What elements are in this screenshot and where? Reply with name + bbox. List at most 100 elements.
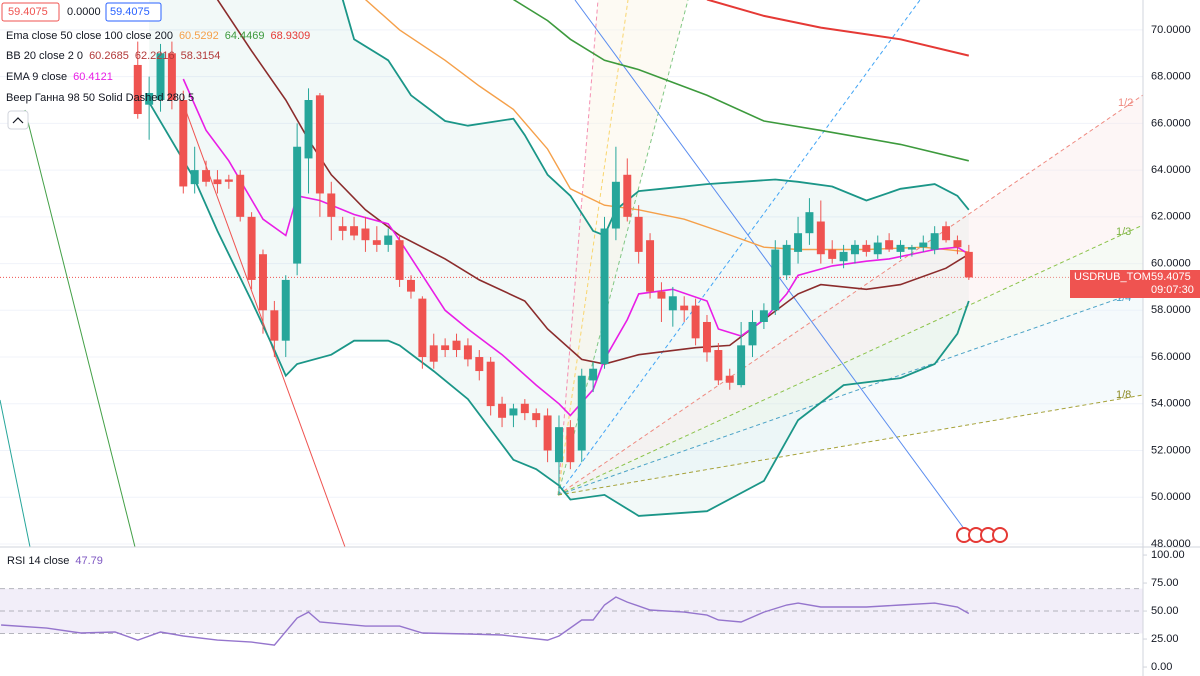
fan-line [557, 0, 921, 496]
fan-line [557, 289, 1144, 496]
candle-body [384, 235, 393, 245]
candle-body [543, 415, 552, 451]
fan-line [557, 0, 599, 496]
candle-body [907, 247, 916, 250]
legend-value: 64.4469 [225, 30, 265, 42]
candle-body [646, 240, 655, 292]
event-icon[interactable] [992, 527, 1008, 543]
candle-body [509, 408, 518, 416]
legend-value: 60.2685 [89, 50, 129, 62]
symbol-label: USDRUB_TOM [1074, 271, 1151, 283]
candle-body [327, 193, 336, 217]
y-tick-label: 52.0000 [1151, 444, 1191, 456]
rsi-tick-label: 100.00 [1151, 549, 1185, 561]
candle-body [577, 375, 586, 451]
candle-body [691, 305, 700, 339]
fan-label: 1/2 [1118, 97, 1133, 109]
y-tick-label: 66.0000 [1151, 117, 1191, 129]
candle-body [771, 249, 780, 311]
gann-fan [0, 0, 1144, 548]
candle-body [213, 179, 222, 185]
fan-line [557, 94, 1144, 496]
candle-body [498, 403, 507, 418]
candle-body [611, 181, 620, 229]
y-tick-label: 68.0000 [1151, 71, 1191, 83]
header-price: 59.4075 [8, 6, 48, 18]
candle-body [873, 242, 882, 255]
legend-label: EMA 9 close [6, 71, 67, 83]
candle-body [145, 92, 154, 105]
candle-body [520, 403, 529, 414]
candle-body [441, 345, 450, 351]
candle-body [680, 305, 689, 311]
fan-line [557, 394, 1144, 496]
candle-body [702, 321, 711, 353]
event-icons[interactable] [956, 527, 1008, 543]
candle-body [782, 244, 791, 276]
candle-body [589, 368, 598, 381]
legend-value: 68.9309 [270, 30, 310, 42]
legend-label: Веер Ганна 98 50 Solid Dashed 280 5 [6, 92, 194, 104]
trend-line [0, 399, 31, 548]
candle-body [554, 427, 563, 463]
candle-body [930, 233, 939, 250]
header-price: 59.4075 [110, 6, 150, 18]
candle-body [338, 226, 347, 231]
candle-body [839, 251, 848, 262]
last-price-box [1070, 270, 1200, 298]
candle-body [862, 244, 871, 252]
candle-body [828, 249, 837, 259]
candle-body [919, 242, 928, 248]
indicator-line [706, 0, 970, 57]
legend-value: 62.2216 [135, 50, 175, 62]
candle-body [885, 240, 894, 250]
candle-body [623, 174, 632, 217]
rsi-tick-label: 75.00 [1151, 577, 1179, 589]
candle-body [942, 226, 951, 241]
indicator-line [512, 0, 969, 162]
y-tick-label: 56.0000 [1151, 351, 1191, 363]
indicator-line [148, 101, 970, 517]
candle-body [657, 291, 666, 299]
y-tick-label: 58.0000 [1151, 304, 1191, 316]
legend-label: BB 20 close 2 0 [6, 50, 83, 62]
candle-body [133, 64, 142, 115]
candle-body [270, 310, 279, 341]
header-change: 0.0000 [67, 6, 101, 18]
candle-body [475, 357, 484, 372]
collapse-button[interactable] [7, 110, 29, 130]
y-tick-label: 70.0000 [1151, 24, 1191, 36]
candle-body [372, 240, 381, 245]
candle-body [418, 298, 427, 358]
candle-body [805, 212, 814, 234]
y-tick-label: 64.0000 [1151, 164, 1191, 176]
price-box [105, 2, 162, 22]
candle-body [634, 216, 643, 252]
candle-body [748, 321, 757, 346]
trend-line [574, 0, 966, 531]
candle-body [896, 244, 905, 252]
y-tick-label: 60.0000 [1151, 257, 1191, 269]
candle-body [953, 240, 962, 248]
candle-body [258, 254, 267, 311]
candle-body [737, 345, 746, 386]
legend-value: 58.3154 [181, 50, 221, 62]
candle-body [350, 226, 359, 236]
candle-body [668, 296, 677, 311]
band-fill [149, 0, 969, 516]
y-tick-label: 62.0000 [1151, 211, 1191, 223]
candle-body [361, 228, 370, 241]
candle-body [600, 228, 609, 365]
candle-body [429, 345, 438, 362]
rsi-line [1, 596, 970, 646]
fan-label: 1/3 [1116, 226, 1131, 238]
candle-body [247, 216, 256, 280]
candle-body [486, 361, 495, 407]
y-tick-label: 50.0000 [1151, 491, 1191, 503]
candle-body [281, 279, 290, 341]
countdown-label: 09:07:30 [1151, 284, 1194, 296]
rsi-tick-label: 50.00 [1151, 605, 1179, 617]
